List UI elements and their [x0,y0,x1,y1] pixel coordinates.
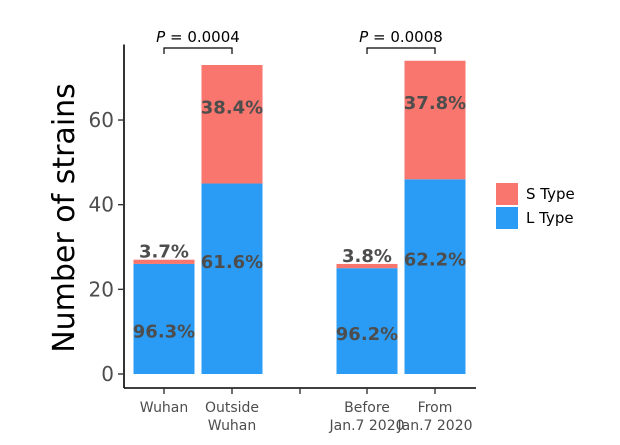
bar-segment-s-type [404,60,466,180]
y-axis-title: Number of strains [47,83,82,353]
bar-segment-s-type [336,263,398,269]
significance-annotations: P = 0.0004 P = 0.0008 [156,28,443,54]
x-category-label: Outside Wuhan [205,400,259,434]
axes: 0 20 40 60 Wuhan Outside Wuhan Before Jan.7 2020… [89,44,476,434]
x-category-label: From Jan.7 2020 [396,400,472,434]
y-tick-label: 0 [101,362,114,386]
bar-data-label: 38.4% [201,97,263,118]
legend-swatch [496,207,518,229]
bar-segment-l-type [133,263,195,374]
y-tick-label: 40 [89,193,114,217]
bar-segment-s-type [201,64,263,184]
x-category-label: Before Jan.7 2020 [328,400,404,434]
y-tick-label: 20 [89,277,114,301]
bar-data-label: 61.6% [201,252,263,273]
bar-data-label: 62.2% [404,250,466,271]
bar-segment-l-type [201,183,263,374]
legend-swatch [496,183,518,205]
bar-data-label: 3.8% [342,246,392,267]
bar-segment-l-type [404,179,466,374]
bar-data-label: 3.7% [139,242,189,263]
legend: S Type L Type [496,183,575,229]
significance-bracket [366,47,436,54]
bar-segment-s-type [133,259,195,264]
legend-label: L Type [526,209,574,227]
p-value-label: P = 0.0008 [359,28,443,46]
bar-data-label: 96.3% [133,322,195,343]
significance-bracket [163,47,233,54]
legend-label: S Type [526,185,575,203]
x-category-label: Wuhan [140,400,189,416]
bar-segment-l-type [336,268,398,374]
p-value-label: P = 0.0004 [156,28,240,46]
bar-data-label: 37.8% [404,93,466,114]
bars: 96.3% 3.7% 61.6% 38.4% 96.2% 3.8% 62.2% 37.8% [133,60,466,374]
bar-data-label: 96.2% [336,324,398,345]
y-tick-label: 60 [89,108,114,132]
